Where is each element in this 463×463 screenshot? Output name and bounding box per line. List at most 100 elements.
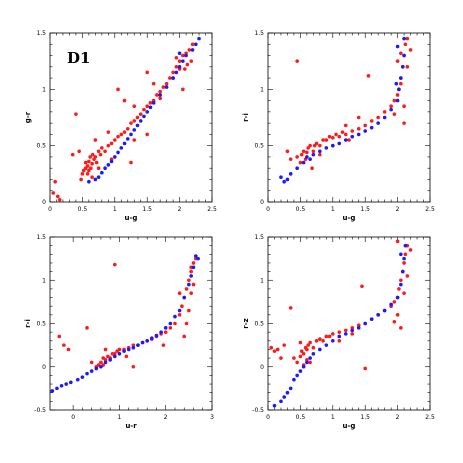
data-point-red (132, 104, 137, 109)
data-point-red (395, 93, 400, 97)
data-point-red (177, 291, 182, 296)
data-point-red (142, 107, 146, 112)
data-point-red (350, 326, 355, 330)
data-point-red (295, 155, 299, 159)
data-point-blue (395, 295, 400, 300)
data-point-blue (376, 313, 380, 317)
data-point-blue (400, 65, 405, 69)
data-point-red (90, 152, 95, 157)
data-point-red (122, 98, 127, 103)
data-point-red (174, 65, 179, 69)
data-point-blue (402, 53, 406, 58)
data-point-red (113, 351, 117, 356)
y-tick-label: 0 (260, 199, 264, 206)
data-point-red (356, 115, 361, 120)
data-point-blue (109, 159, 114, 164)
data-point-red (100, 146, 104, 150)
data-point-red (275, 347, 280, 352)
data-point-red (191, 282, 196, 287)
panel-1: 0 0.5 1 1.5 2 2.5 0 0.5 1 1.5 u-g g-r D1 (24, 30, 217, 222)
data-point-red (174, 55, 179, 60)
data-point-blue (403, 243, 408, 248)
data-point-blue (138, 119, 143, 123)
data-point-red (190, 42, 195, 47)
data-point-red (79, 177, 83, 182)
data-point-red (392, 98, 397, 103)
x-tick-label: 0.5 (296, 414, 306, 421)
data-point-red (292, 356, 296, 360)
data-point-red (327, 334, 332, 339)
data-point-blue (402, 36, 406, 41)
data-point-blue (400, 269, 405, 274)
y-tick-label: 1 (42, 86, 46, 93)
data-point-red (182, 334, 187, 339)
data-point-red (331, 135, 335, 140)
plot-frame (267, 32, 431, 203)
data-point-blue (96, 175, 101, 180)
x-tick-label: 0 (266, 414, 270, 421)
data-point-red (94, 160, 99, 165)
data-point-blue (363, 321, 368, 326)
data-point-red (331, 332, 335, 336)
data-point-red (399, 278, 403, 283)
data-point-red (405, 65, 410, 69)
data-point-blue (272, 403, 277, 408)
data-point-blue (106, 163, 111, 167)
data-point-red (184, 321, 189, 326)
data-point-red (399, 326, 403, 330)
data-point-red (161, 85, 166, 89)
data-point-blue (194, 254, 198, 258)
data-point-red (168, 76, 172, 80)
data-point-red (299, 152, 304, 157)
data-point-blue (116, 150, 120, 155)
data-point-blue (194, 42, 198, 47)
x-tick-label: 3 (210, 414, 214, 421)
data-point-red (395, 59, 400, 63)
data-point-red (314, 339, 319, 343)
data-point-red (392, 112, 397, 116)
data-point-blue (285, 390, 290, 395)
y-axis-label: r-z (242, 318, 250, 328)
data-point-red (88, 155, 92, 159)
data-point-blue (94, 366, 99, 371)
data-point-red (299, 349, 304, 353)
data-point-red (366, 74, 371, 78)
data-point-blue (301, 364, 306, 369)
x-tick-label: 0 (48, 206, 52, 213)
data-point-red (57, 334, 62, 339)
x-axis-label: u-g (343, 422, 356, 430)
data-point-red (132, 138, 137, 142)
data-point-red (324, 334, 329, 339)
data-point-red (129, 160, 133, 165)
data-point-red (171, 70, 175, 75)
data-point-red (340, 130, 345, 134)
data-point-blue (369, 125, 374, 130)
data-point-red (99, 360, 103, 365)
data-point-blue (171, 76, 175, 80)
data-point-blue (395, 98, 400, 103)
data-point-blue (129, 132, 133, 137)
data-point-red (337, 330, 342, 334)
data-point-blue (158, 93, 162, 97)
data-point-blue (50, 389, 55, 393)
data-point-red (305, 358, 309, 362)
data-point-blue (145, 110, 149, 114)
data-point-blue (343, 138, 348, 142)
data-point-red (408, 48, 413, 52)
data-point-blue (350, 134, 355, 139)
data-point-red (103, 358, 108, 362)
x-tick-label: 2 (396, 206, 400, 213)
data-point-blue (197, 36, 201, 41)
data-point-blue (163, 326, 168, 330)
x-tick-label: 0 (266, 206, 270, 213)
data-point-red (113, 138, 117, 142)
data-point-red (168, 326, 173, 330)
data-point-red (129, 121, 133, 125)
data-point-red (85, 326, 89, 330)
data-point-blue (282, 179, 287, 184)
data-point-blue (318, 347, 322, 352)
data-point-blue (305, 155, 309, 159)
data-point-red (90, 161, 94, 166)
data-point-blue (363, 129, 368, 133)
data-point-blue (103, 360, 108, 365)
